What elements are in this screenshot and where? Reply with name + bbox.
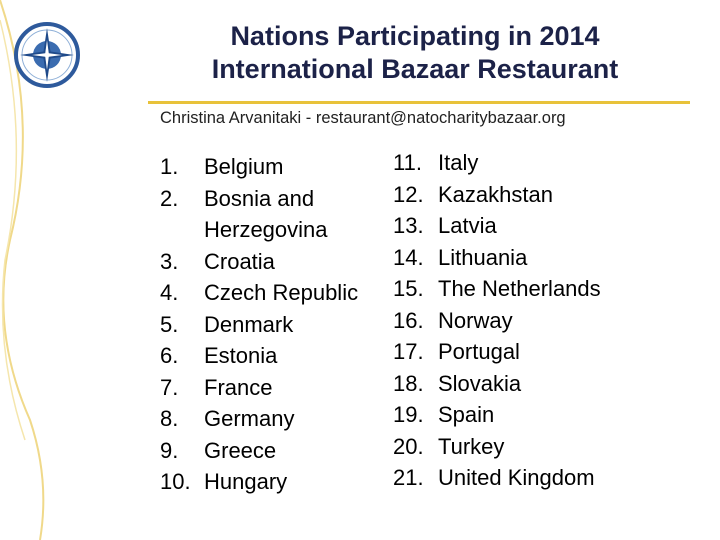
nation-name: Norway — [438, 307, 513, 333]
nation-number: 1. — [160, 154, 179, 179]
nation-number: 16. — [393, 307, 424, 333]
nation-list-item: 14. Lithuania — [393, 242, 601, 274]
nation-number: 9. — [160, 437, 179, 463]
nation-list-item: 17. Portugal — [393, 336, 601, 368]
nation-number: 18. — [393, 370, 424, 396]
nation-list-item: 5. Denmark — [160, 309, 358, 341]
nation-name: Estonia — [204, 343, 278, 368]
nation-number: 12. — [393, 181, 424, 207]
nation-name: Spain — [438, 402, 495, 427]
nation-number: 19. — [393, 402, 424, 427]
nation-number: 15. — [393, 276, 424, 301]
nation-number: 2. — [160, 185, 179, 211]
nation-list-item: 8. Germany — [160, 403, 358, 435]
nation-list-item: 11. Italy — [393, 147, 601, 179]
nation-number: 11. — [393, 150, 422, 175]
nation-list-item: 4. Czech Republic — [160, 277, 358, 309]
nation-list-item: 2. Bosnia and — [160, 183, 358, 215]
nation-name: Latvia — [438, 213, 497, 238]
nations-list-right: 11. Italy 12. Kazakhstan 13. Latvia 14. Lithuan… — [393, 147, 601, 494]
nation-number: 4. — [160, 280, 179, 305]
nation-name: France — [204, 374, 273, 400]
nation-list-item: 12. Kazakhstan — [393, 179, 601, 211]
nation-name: Slovakia — [438, 370, 522, 396]
nation-list-item: 3. Croatia — [160, 246, 358, 278]
nation-list-item: 19. Spain — [393, 399, 601, 431]
nation-number: 14. — [393, 244, 424, 270]
nation-name: Denmark — [204, 311, 294, 337]
title-line-2: International Bazaar Restaurant — [211, 54, 619, 84]
nation-number: 7. — [160, 374, 179, 400]
nation-name: Lithuania — [438, 244, 528, 270]
nation-name-continuation: Herzegovina — [204, 217, 328, 242]
nation-name: Bosnia and — [204, 185, 315, 211]
contact-subtitle: Christina Arvanitaki - restaurant@natoch… — [160, 109, 566, 127]
nation-number: 10. — [160, 469, 191, 494]
nation-list-item: 1. Belgium — [160, 151, 358, 183]
nations-list-left: 1. Belgium 2. Bosnia and Herzegovina 3. Croati… — [160, 151, 358, 498]
nation-list-item: 16. Norway — [393, 305, 601, 337]
nation-name: Portugal — [438, 339, 520, 364]
nation-name: Turkey — [438, 433, 505, 459]
nation-list-item: 9. Greece — [160, 435, 358, 467]
nation-name: Hungary — [204, 469, 288, 494]
nation-name: Belgium — [204, 154, 284, 179]
decorative-gold-arcs — [0, 0, 45, 540]
nation-list-item: 13. Latvia — [393, 210, 601, 242]
nation-list-item: 20. Turkey — [393, 431, 601, 463]
nation-name: Germany — [204, 406, 295, 431]
nation-name: Croatia — [204, 248, 275, 274]
nation-name: Kazakhstan — [438, 181, 553, 207]
nation-name: Italy — [438, 150, 479, 175]
nation-name: Greece — [204, 437, 277, 463]
nation-list-item: 15. The Netherlands — [393, 273, 601, 305]
page-title: Nations Participating in 2014 Internatio… — [155, 20, 675, 86]
title-divider — [148, 101, 690, 104]
nation-name: The Netherlands — [438, 276, 601, 301]
nation-list-item: 6. Estonia — [160, 340, 358, 372]
nation-list-item: 7. France — [160, 372, 358, 404]
nato-compass-rose-icon — [14, 22, 80, 88]
nation-number: 21. — [393, 465, 424, 490]
nation-number: 6. — [160, 343, 179, 368]
nation-list-item: 21. United Kingdom — [393, 462, 601, 494]
nation-number: 20. — [393, 433, 424, 459]
title-line-1: Nations Participating in 2014 — [230, 21, 600, 51]
nation-list-item: 10. Hungary — [160, 466, 358, 498]
nation-number: 3. — [160, 248, 179, 274]
nation-number: 8. — [160, 406, 179, 431]
nation-name: United Kingdom — [438, 465, 595, 490]
nation-name: Czech Republic — [204, 280, 359, 305]
nation-number: 5. — [160, 311, 179, 337]
nation-number: 13. — [393, 213, 424, 238]
nation-number: 17. — [393, 339, 424, 364]
nation-list-item: 18. Slovakia — [393, 368, 601, 400]
